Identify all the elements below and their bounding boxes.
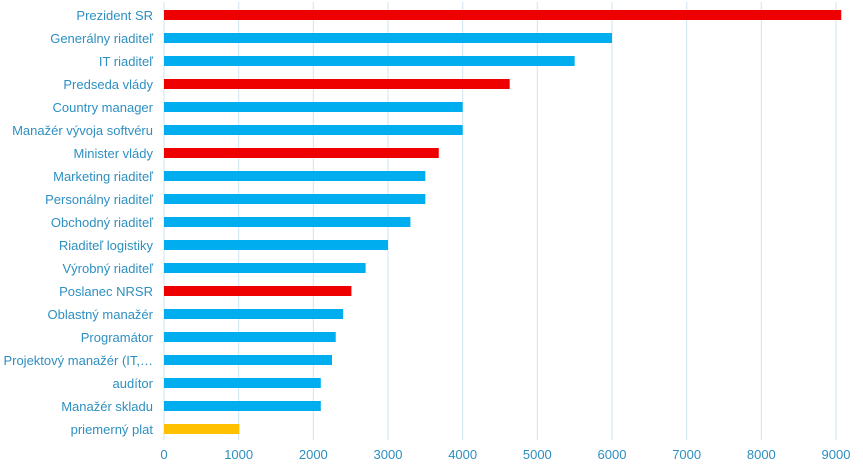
x-tick-label: 7000	[672, 447, 701, 462]
category-labels: Prezident SR Generálny riaditeľ IT riadite…	[3, 8, 153, 437]
category-label: Manažér skladu	[61, 399, 153, 414]
x-tick-label: 2000	[299, 447, 328, 462]
bar	[164, 79, 510, 89]
grid-lines	[163, 2, 837, 440]
category-label: Prezident SR	[76, 8, 153, 23]
category-label: Predseda vlády	[63, 77, 153, 92]
bar	[164, 10, 842, 20]
bar	[164, 148, 439, 158]
category-label: Projektový manažér (IT,…	[3, 353, 153, 368]
x-tick-label: 4000	[448, 447, 477, 462]
category-label: audítor	[113, 376, 154, 391]
bar	[164, 217, 411, 227]
bar	[164, 33, 612, 43]
category-label: Personálny riaditeľ	[45, 192, 153, 207]
bar	[164, 171, 426, 181]
bar	[164, 263, 366, 273]
bar	[164, 56, 575, 66]
category-label: IT riaditeľ	[99, 54, 153, 69]
category-label: Minister vlády	[74, 146, 154, 161]
category-label: Generálny riaditeľ	[50, 31, 153, 46]
x-tick-label: 8000	[747, 447, 776, 462]
category-label: Programátor	[81, 330, 154, 345]
category-label: Country manager	[53, 100, 154, 115]
category-label: Manažér vývoja softvéru	[12, 123, 153, 138]
x-tick-label: 6000	[598, 447, 627, 462]
bar	[164, 194, 426, 204]
bar	[164, 332, 336, 342]
x-tick-label: 3000	[374, 447, 403, 462]
category-label: Marketing riaditeľ	[53, 169, 153, 184]
category-label: Riaditeľ logistiky	[59, 238, 154, 253]
bar	[164, 102, 463, 112]
x-axis-ticks: 0 1000 2000 3000 4000 5000 6000 7000 8000 9000	[160, 447, 850, 462]
bar	[164, 401, 321, 411]
x-tick-label: 9000	[822, 447, 851, 462]
bar	[164, 355, 332, 365]
x-tick-label: 0	[160, 447, 167, 462]
bar	[164, 424, 240, 434]
x-tick-label: 1000	[224, 447, 253, 462]
bar	[164, 378, 321, 388]
bars	[164, 10, 842, 434]
category-label: Oblastný manažér	[48, 307, 154, 322]
category-label: Poslanec NRSR	[59, 284, 153, 299]
x-tick-label: 5000	[523, 447, 552, 462]
category-label: Výrobný riaditeľ	[63, 261, 154, 276]
bar	[164, 309, 344, 319]
category-label: Obchodný riaditeľ	[51, 215, 153, 230]
bar	[164, 240, 388, 250]
bar	[164, 286, 352, 296]
category-label: priemerný plat	[71, 422, 154, 437]
bar	[164, 125, 463, 135]
